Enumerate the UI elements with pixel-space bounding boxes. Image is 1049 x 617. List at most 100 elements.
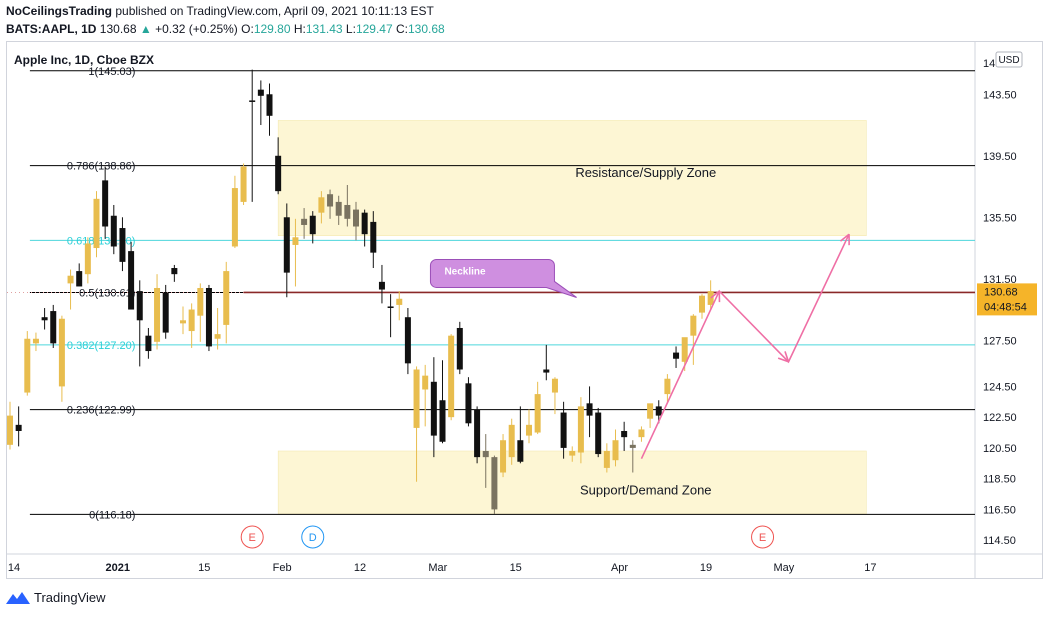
candle-body — [318, 197, 325, 213]
candle-body — [110, 215, 117, 247]
candle-body — [655, 406, 662, 416]
candle-body — [681, 337, 688, 362]
brand-label: TradingView — [34, 590, 106, 605]
candle-body — [266, 94, 273, 116]
candle-body — [301, 218, 308, 225]
candle-body — [7, 415, 13, 445]
fib-label-0.236: 0.236(122.99) — [67, 405, 136, 417]
projection-arrowhead — [839, 233, 850, 242]
candle-body — [491, 457, 498, 510]
candle-body — [214, 334, 221, 339]
candle-body — [707, 291, 714, 305]
ohlc-line: BATS:AAPL, 1D 130.68 ▲ +0.32 (+0.25%) O:… — [6, 22, 445, 36]
y-tick-label: 135.50 — [983, 212, 1017, 224]
x-tick-label: 15 — [198, 562, 210, 574]
event-marker-label: D — [309, 532, 317, 544]
open-value: 129.80 — [253, 22, 291, 36]
candle-body — [93, 198, 100, 249]
y-tick-label: 143.50 — [983, 89, 1017, 101]
candle-body — [422, 375, 429, 390]
zone-resistance — [277, 120, 867, 236]
candle-body — [102, 180, 109, 227]
close-value: 130.68 — [407, 22, 445, 36]
footer-brand[interactable]: TradingView — [6, 590, 106, 605]
open-label: O: — [241, 22, 254, 36]
candle-body — [171, 268, 178, 275]
candle-body — [162, 292, 169, 333]
candle-body — [621, 430, 628, 438]
candle-body — [292, 237, 299, 245]
x-tick-label: 19 — [700, 562, 712, 574]
candle-body — [465, 383, 472, 424]
candle-body — [275, 155, 282, 192]
candle-body — [249, 100, 256, 102]
candle-body — [560, 412, 567, 448]
x-tick-label: 15 — [510, 562, 522, 574]
high-value: 131.43 — [305, 22, 343, 36]
candle-body — [664, 378, 671, 395]
candle-body — [404, 317, 411, 364]
last-price-countdown: 04:48:54 — [984, 301, 1027, 313]
low-value: 129.47 — [355, 22, 393, 36]
y-tick-label: 118.50 — [983, 474, 1016, 486]
fib-label-0.618: 0.618(134.00) — [67, 235, 136, 247]
x-tick-label: May — [773, 562, 794, 574]
candle-body — [508, 424, 515, 458]
candle-body — [309, 215, 316, 235]
candle-body — [119, 228, 126, 262]
candle-body — [154, 288, 161, 342]
candle-body — [430, 381, 437, 436]
candle-body — [370, 221, 377, 253]
candle-body — [629, 444, 636, 448]
candle-body — [612, 440, 619, 461]
candle-body — [647, 403, 654, 419]
author-name[interactable]: NoCeilingsTrading — [6, 4, 113, 18]
event-marker-label: E — [249, 532, 256, 544]
x-tick-label: 14 — [8, 562, 20, 574]
candle-body — [500, 440, 507, 473]
fib-label-0.382: 0.382(127.20) — [67, 340, 136, 352]
candle-body — [699, 295, 705, 313]
candle-body — [586, 403, 593, 416]
neckline-callout-label: Neckline — [444, 266, 486, 277]
candle-body — [188, 309, 195, 332]
currency-label: USD — [998, 55, 1019, 66]
y-tick-label-top: 14 — [983, 58, 995, 70]
candle-body — [638, 429, 645, 438]
publish-line: NoCeilingsTrading published on TradingVi… — [6, 4, 434, 18]
candle-body — [413, 369, 420, 428]
y-tick-label: 120.50 — [983, 443, 1017, 455]
candle-body — [577, 406, 584, 453]
candle-body — [543, 369, 550, 373]
candle-body — [197, 288, 204, 316]
high-label: H: — [293, 22, 306, 36]
candle-body — [67, 275, 74, 284]
candle-body — [180, 320, 186, 324]
candle-body — [257, 89, 264, 96]
price-change: +0.32 (+0.25%) — [155, 22, 238, 36]
candle-body — [335, 201, 342, 216]
fib-label-0.5: 0.5(130.61) — [79, 287, 135, 299]
candle-body — [595, 412, 602, 455]
y-tick-label: 122.50 — [983, 412, 1017, 424]
published-text: published on TradingView.com, April 09, … — [115, 4, 434, 18]
candle-body — [24, 338, 31, 393]
candle-body — [526, 424, 532, 436]
candle-body — [41, 317, 48, 321]
low-label: L: — [345, 22, 356, 36]
neckline-callout — [429, 258, 577, 298]
last-price: 130.68 — [99, 22, 137, 36]
candle-body — [439, 400, 446, 442]
candle-body — [344, 204, 351, 219]
candle-body — [76, 271, 83, 287]
chart-title: Apple Inc, 1D, Cboe BZX — [14, 53, 154, 67]
candle-body — [361, 212, 368, 235]
last-price-tag — [977, 283, 1037, 316]
candle-body — [551, 378, 558, 393]
tradingview-logo-icon — [6, 591, 30, 604]
candle-body — [205, 288, 212, 347]
candle-body — [482, 450, 489, 458]
up-arrow-icon: ▲ — [139, 22, 152, 36]
candle-body — [353, 209, 359, 227]
